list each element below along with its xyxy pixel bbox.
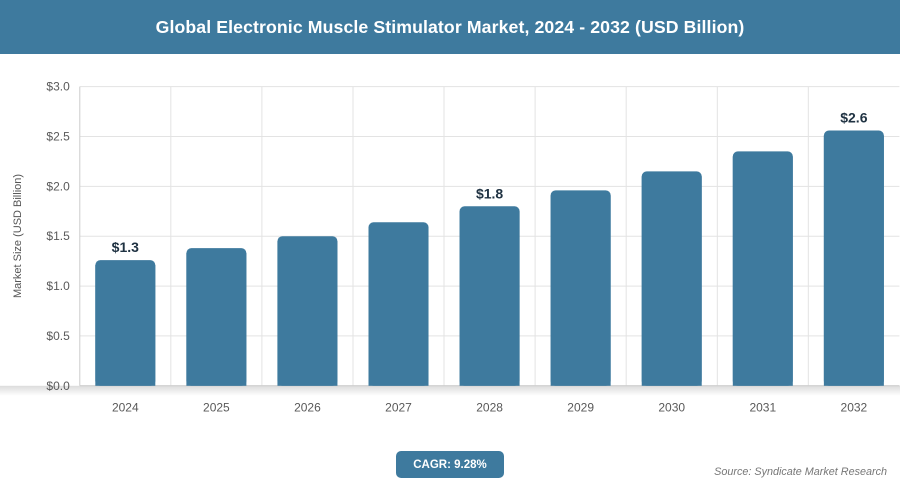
svg-text:2031: 2031 [749, 400, 776, 414]
svg-text:$2.6: $2.6 [840, 109, 867, 125]
svg-text:$2.0: $2.0 [46, 179, 70, 193]
svg-text:2032: 2032 [841, 400, 868, 414]
svg-text:$3.0: $3.0 [46, 80, 70, 94]
svg-text:$1.5: $1.5 [46, 229, 70, 243]
svg-text:2026: 2026 [294, 400, 321, 414]
svg-text:2024: 2024 [112, 400, 139, 414]
svg-text:$2.5: $2.5 [46, 129, 70, 143]
svg-text:$0.5: $0.5 [46, 329, 70, 343]
svg-text:2028: 2028 [476, 400, 503, 414]
svg-text:$0.0: $0.0 [46, 379, 70, 393]
svg-text:2025: 2025 [203, 400, 230, 414]
svg-text:2030: 2030 [658, 400, 685, 414]
svg-text:$1.3: $1.3 [112, 239, 139, 255]
svg-text:$1.8: $1.8 [476, 185, 503, 201]
svg-text:2027: 2027 [385, 400, 412, 414]
svg-text:2029: 2029 [567, 400, 594, 414]
svg-text:$1.0: $1.0 [46, 279, 70, 293]
